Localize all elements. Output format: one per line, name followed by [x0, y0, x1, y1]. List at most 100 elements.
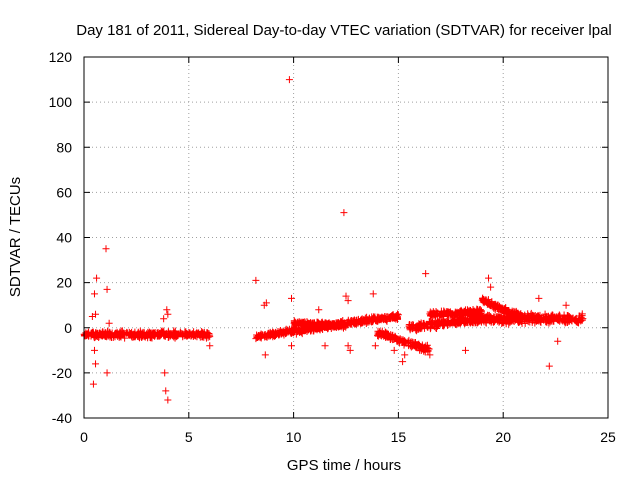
data-point [113, 328, 121, 336]
data-point [461, 316, 469, 324]
data-point [550, 317, 558, 325]
data-point [426, 325, 434, 333]
data-point [487, 318, 495, 326]
data-point [481, 296, 489, 304]
data-point [298, 330, 306, 338]
data-point [306, 319, 314, 327]
data-point [546, 316, 554, 324]
data-point [351, 320, 359, 328]
y-tick-label: -40 [52, 410, 72, 426]
data-point [117, 333, 125, 341]
data-point [444, 310, 452, 318]
data-point [289, 327, 297, 335]
x-tick-label: 15 [391, 429, 407, 445]
grid [84, 57, 608, 418]
data-point [534, 315, 542, 323]
data-point [288, 294, 296, 302]
data-point [447, 317, 455, 325]
data-point [160, 315, 168, 323]
data-point [432, 307, 440, 315]
data-point [406, 326, 414, 334]
data-point [204, 331, 212, 339]
data-point [92, 360, 100, 368]
data-point [407, 321, 415, 329]
data-point [476, 306, 484, 314]
data-point [136, 327, 144, 335]
data-point [365, 318, 373, 326]
data-point [291, 321, 299, 329]
data-point [102, 245, 110, 253]
x-tick-label: 25 [600, 429, 616, 445]
data-point [390, 346, 398, 354]
data-point [386, 336, 394, 344]
data-point [429, 320, 437, 328]
y-axis-label: SDTVAR / TECUs [7, 177, 24, 297]
data-point [425, 345, 433, 353]
data-point [545, 362, 553, 370]
data-point [164, 396, 172, 404]
data-point [487, 283, 495, 291]
data-point [92, 332, 100, 340]
data-point [431, 313, 439, 321]
data-point [298, 320, 306, 328]
data-point [340, 209, 348, 217]
data-point [460, 317, 468, 325]
data-point [412, 323, 420, 331]
data-point [315, 306, 323, 314]
data-point [455, 309, 463, 317]
data-point [307, 320, 315, 328]
data-point [346, 346, 354, 354]
data-point [105, 319, 113, 327]
data-point [292, 320, 300, 328]
data-point [543, 318, 551, 326]
data-point [369, 290, 377, 298]
data-point [578, 310, 586, 318]
data-point [476, 317, 484, 325]
x-tick-label: 20 [495, 429, 511, 445]
data-point [482, 319, 490, 327]
data-point [521, 311, 529, 319]
data-point [163, 306, 171, 314]
data-point [479, 313, 487, 321]
data-point [88, 328, 96, 336]
data-point [572, 317, 580, 325]
data-point [391, 333, 399, 341]
data-point [99, 331, 107, 339]
data-point [516, 315, 524, 323]
data-point [385, 313, 393, 321]
data-point [448, 319, 456, 327]
data-point [575, 315, 583, 323]
x-tick-label: 5 [185, 429, 193, 445]
tick-labels: 0 5 10 15 20 25 -40 -20 0 20 40 60 80 100 120 [49, 49, 616, 445]
data-point [156, 332, 164, 340]
data-point [561, 319, 569, 327]
data-point [381, 328, 389, 336]
data-point [298, 328, 306, 336]
data-points [80, 76, 587, 404]
data-point [343, 319, 351, 327]
data-point [537, 314, 545, 322]
y-tick-label: 80 [56, 139, 72, 155]
data-point [335, 322, 343, 330]
data-point [179, 330, 187, 338]
data-point [256, 332, 264, 340]
data-point [313, 318, 321, 326]
data-point [90, 290, 98, 298]
data-point [186, 329, 194, 337]
data-point [165, 333, 173, 341]
data-point [103, 369, 111, 377]
data-point [344, 342, 352, 350]
data-point [559, 314, 567, 322]
data-point [92, 310, 100, 318]
data-point [392, 313, 400, 321]
data-point [162, 387, 170, 395]
data-point [438, 310, 446, 318]
data-point [562, 318, 570, 326]
y-tick-label: 120 [49, 49, 73, 65]
data-point [371, 342, 379, 350]
data-point [139, 331, 147, 339]
data-point [527, 311, 535, 319]
data-point [340, 320, 348, 328]
data-point [103, 285, 111, 293]
